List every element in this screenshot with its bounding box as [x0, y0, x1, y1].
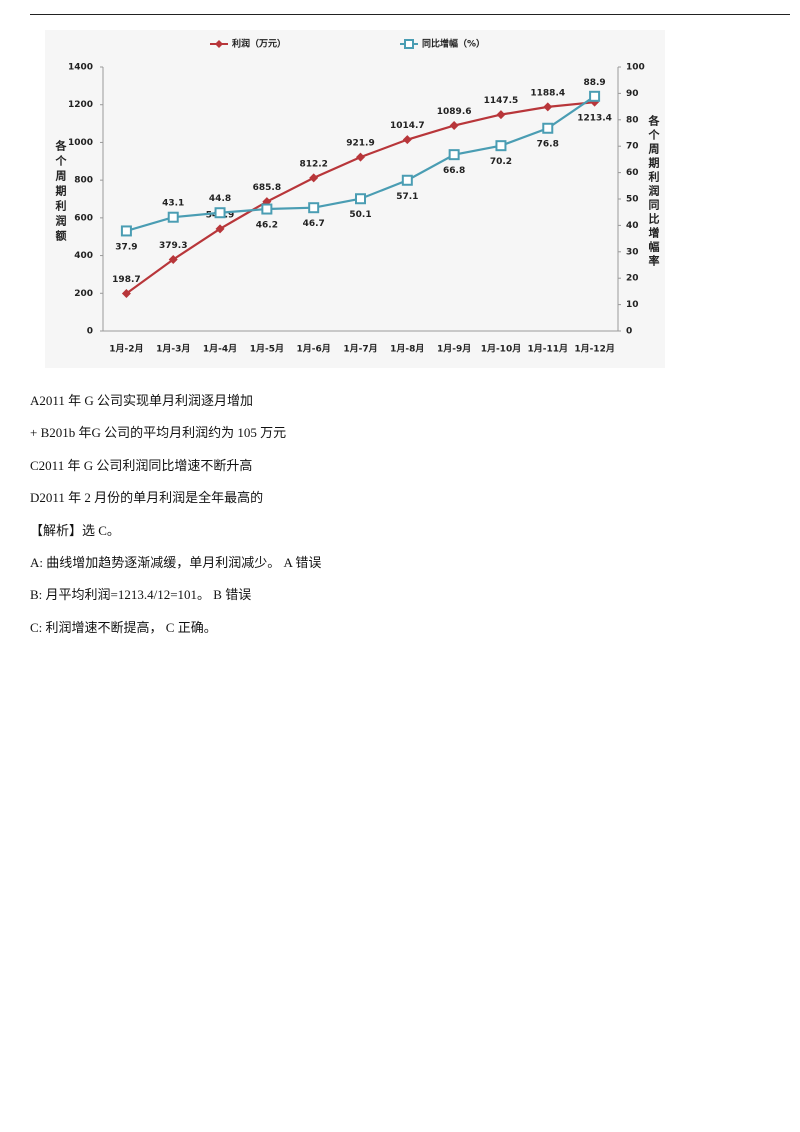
legend-label: 利润（万元） [231, 38, 286, 50]
data-label: 70.2 [490, 157, 512, 167]
data-label: 812.2 [299, 159, 327, 169]
text-line: + B201b 年G 公司的平均月利润约为 105 万元 [30, 425, 287, 441]
y2-tick-label: 100 [626, 63, 645, 73]
data-label: 50.1 [349, 210, 371, 220]
data-label: 88.9 [583, 78, 605, 88]
legend-marker [215, 40, 223, 48]
x-tick-label: 1月-11月 [528, 344, 569, 355]
chart: 各个周期利润额 各个周期利润同比增幅率 02004006008001000120… [45, 30, 665, 368]
y2-tick-label: 10 [626, 300, 639, 310]
y2-tick-label: 90 [626, 89, 639, 99]
marker [120, 225, 132, 237]
y-tick-label: 1400 [68, 63, 93, 73]
marker [496, 110, 506, 120]
x-tick-label: 1月-10月 [481, 344, 522, 355]
data-label: 1188.4 [530, 88, 565, 98]
x-tick-label: 1月-6月 [297, 344, 331, 355]
data-label: 198.7 [112, 275, 140, 285]
text-line: B: 月平均利润=1213.4/12=101。 B 错误 [30, 587, 252, 603]
data-label: 57.1 [396, 192, 418, 202]
data-label: 46.2 [256, 221, 278, 231]
x-tick-label: 1月-7月 [343, 344, 377, 355]
text-line: A2011 年 G 公司实现单月利润逐月增加 [30, 393, 254, 408]
marker [355, 193, 366, 205]
y-tick-label: 0 [87, 327, 93, 337]
y2-tick-label: 80 [626, 115, 639, 125]
data-label: 685.8 [253, 183, 281, 193]
marker [261, 203, 273, 215]
text-line: C: 利润增速不断提高， C 正确。 [30, 619, 217, 635]
y-tick-label: 1200 [68, 100, 93, 110]
marker [215, 224, 225, 234]
marker [167, 211, 179, 223]
marker [449, 121, 459, 131]
data-label: 66.8 [443, 166, 465, 176]
marker [589, 90, 601, 102]
x-tick-label: 1月-9月 [437, 344, 471, 355]
marker [402, 135, 412, 145]
data-label: 921.9 [346, 139, 374, 149]
x-tick-label: 1月-12月 [574, 344, 615, 355]
marker [168, 254, 178, 264]
data-label: 44.8 [209, 194, 231, 204]
y-tick-label: 600 [74, 213, 93, 223]
y2-tick-label: 20 [626, 274, 639, 284]
marker [543, 102, 553, 112]
data-label: 46.7 [303, 219, 325, 229]
y-tick-label: 200 [74, 289, 93, 299]
text-line: C2011 年 G 公司利润同比增速不断升高 [30, 457, 253, 473]
marker [214, 207, 226, 219]
y2-axis-label: 各个周期利润同比增幅率 [647, 114, 661, 269]
y2-tick-label: 30 [626, 247, 639, 257]
marker [401, 174, 413, 186]
y2-tick-label: 60 [626, 168, 639, 178]
x-tick-label: 1月-2月 [109, 344, 143, 355]
marker [542, 122, 554, 134]
data-label: 1213.4 [577, 114, 612, 124]
y-tick-label: 800 [74, 176, 93, 186]
y2-tick-label: 50 [626, 195, 639, 205]
x-tick-label: 1月-8月 [390, 344, 424, 355]
data-label: 379.3 [159, 241, 187, 251]
data-label: 1147.5 [484, 96, 519, 106]
text-line: D2011 年 2 月份的单月利润是全年最高的 [30, 490, 264, 506]
text-line: A: 曲线增加趋势逐渐减缓，单月利润减少。 A 错误 [30, 555, 322, 570]
y-axis-label: 各个周期利润额 [54, 139, 68, 245]
x-tick-label: 1月-3月 [156, 344, 190, 355]
top-rule [30, 14, 790, 15]
data-label: 1014.7 [390, 121, 425, 131]
marker [356, 152, 365, 162]
data-label: 43.1 [162, 199, 184, 209]
y2-tick-label: 0 [626, 327, 632, 337]
y2-tick-label: 70 [626, 142, 639, 152]
marker [448, 149, 460, 161]
x-tick-label: 1月-5月 [250, 344, 284, 355]
legend-marker [404, 39, 414, 49]
y-tick-label: 400 [74, 251, 93, 261]
marker [121, 289, 131, 299]
legend-label: 同比增幅（%） [422, 38, 485, 50]
data-label: 37.9 [115, 242, 137, 252]
data-label: 1089.6 [437, 107, 472, 117]
text-line: 【解析】选 C。 [30, 522, 120, 538]
marker [309, 173, 319, 183]
marker [308, 202, 320, 214]
y-tick-label: 1000 [68, 138, 93, 148]
y2-tick-label: 40 [626, 221, 639, 231]
data-label: 76.8 [537, 140, 559, 150]
marker [495, 140, 507, 152]
x-tick-label: 1月-4月 [203, 344, 237, 355]
